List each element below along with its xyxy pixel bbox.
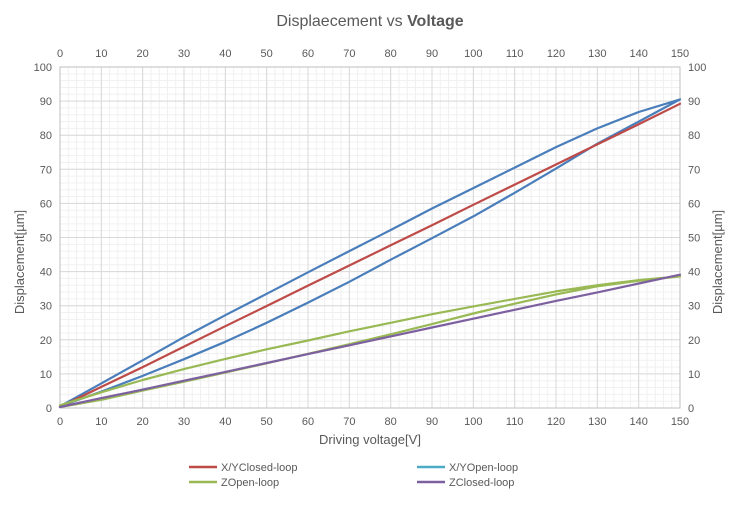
y-tick-label-right: 70: [688, 164, 700, 176]
legend-label-x-yclosed-loop: X/YClosed-loop: [221, 462, 297, 474]
y-tick-label-right: 0: [688, 403, 694, 415]
y-tick-label-right: 30: [688, 301, 700, 313]
x-tick-label-bottom: 40: [219, 416, 231, 428]
x-tick-label-top: 50: [261, 48, 273, 60]
x-axis-label: Driving voltage[V]: [319, 432, 421, 447]
x-tick-label-top: 120: [547, 48, 565, 60]
y-tick-label-left: 100: [34, 62, 52, 74]
legend: X/YClosed-loop X/YOpen-loop ZOpen-loop ZClo…: [189, 462, 518, 489]
y-tick-label-right: 100: [688, 62, 706, 74]
chart-title-bold: Voltage: [407, 13, 464, 30]
x-tick-label-top: 0: [57, 48, 63, 60]
x-tick-label-bottom: 30: [178, 416, 190, 428]
x-tick-label-top: 80: [385, 48, 397, 60]
x-tick-label-bottom: 20: [137, 416, 149, 428]
gridlines: [59, 66, 681, 409]
x-tick-label-bottom: 130: [588, 416, 606, 428]
y-tick-label-left: 70: [40, 164, 52, 176]
x-tick-label-bottom: 110: [506, 416, 524, 428]
x-tick-label-top: 20: [137, 48, 149, 60]
x-tick-label-top: 100: [464, 48, 482, 60]
x-tick-label-bottom: 90: [426, 416, 438, 428]
y-tick-label-left: 80: [40, 130, 52, 142]
x-tick-label-bottom: 0: [57, 416, 63, 428]
y-tick-label-left: 30: [40, 301, 52, 313]
y-tick-label-left: 10: [40, 369, 52, 381]
y-axis-label-right: Displacement[µm]: [710, 210, 725, 314]
plot-area-border: [59, 66, 681, 409]
x-tick-label-top: 10: [95, 48, 107, 60]
x-tick-label-top: 40: [219, 48, 231, 60]
x-tick-label-top: 30: [178, 48, 190, 60]
x-tick-label-bottom: 100: [464, 416, 482, 428]
x-tick-label-bottom: 50: [261, 416, 273, 428]
chart-title: Displaecement vs Voltage: [276, 13, 463, 30]
y-tick-label-right: 10: [688, 369, 700, 381]
legend-label-zopen-loop: ZOpen-loop: [221, 477, 279, 489]
x-tick-label-top: 110: [506, 48, 524, 60]
series-line-x-yclosed-loop: [58, 102, 682, 409]
x-tick-label-bottom: 10: [95, 416, 107, 428]
series-lines: [58, 98, 682, 409]
y-axis-label: Displacement[µm]: [12, 210, 27, 314]
x-tick-label-top: 90: [426, 48, 438, 60]
legend-label-x-yopen-loop: X/YOpen-loop: [449, 462, 518, 474]
chart-title-main: Displaecement vs: [276, 13, 402, 30]
y-tick-label-right: 90: [688, 96, 700, 108]
y-tick-label-left: 0: [46, 403, 52, 415]
y-tick-label-left: 60: [40, 198, 52, 210]
x-tick-label-bottom: 60: [302, 416, 314, 428]
legend-label-zclosed-loop: ZClosed-loop: [449, 477, 514, 489]
x-tick-label-bottom: 80: [385, 416, 397, 428]
series-line-x-yopen-loop: [58, 98, 682, 408]
x-tick-label-bottom: 140: [629, 416, 647, 428]
series-line-zclosed-loop: [58, 273, 682, 409]
y-tick-label-right: 50: [688, 233, 700, 245]
tick-labels: 0010102020303040405050606070708080909010…: [34, 48, 707, 428]
y-tick-label-right: 80: [688, 130, 700, 142]
y-tick-label-left: 50: [40, 233, 52, 245]
x-tick-label-bottom: 120: [547, 416, 565, 428]
x-tick-label-top: 70: [343, 48, 355, 60]
y-tick-label-left: 40: [40, 267, 52, 279]
x-tick-label-top: 130: [588, 48, 606, 60]
x-tick-label-top: 60: [302, 48, 314, 60]
x-tick-label-bottom: 150: [671, 416, 689, 428]
x-tick-label-top: 150: [671, 48, 689, 60]
x-tick-label-bottom: 70: [343, 416, 355, 428]
y-tick-label-left: 20: [40, 335, 52, 347]
y-tick-label-right: 60: [688, 198, 700, 210]
x-tick-label-top: 140: [629, 48, 647, 60]
y-tick-label-right: 20: [688, 335, 700, 347]
y-tick-label-right: 40: [688, 267, 700, 279]
y-tick-label-left: 90: [40, 96, 52, 108]
